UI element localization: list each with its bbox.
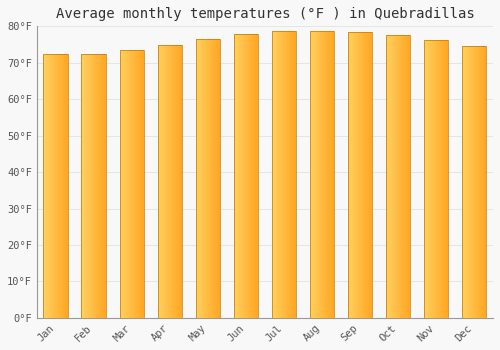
Bar <box>386 35 410 318</box>
Bar <box>462 46 486 318</box>
Bar <box>120 50 144 318</box>
Bar <box>196 39 220 318</box>
Bar <box>234 34 258 318</box>
Bar <box>272 31 296 318</box>
Bar <box>82 54 106 318</box>
Bar <box>310 31 334 318</box>
Bar <box>348 33 372 318</box>
Bar <box>424 41 448 318</box>
Bar <box>44 54 68 318</box>
Bar <box>158 45 182 318</box>
Title: Average monthly temperatures (°F ) in Quebradillas: Average monthly temperatures (°F ) in Qu… <box>56 7 474 21</box>
